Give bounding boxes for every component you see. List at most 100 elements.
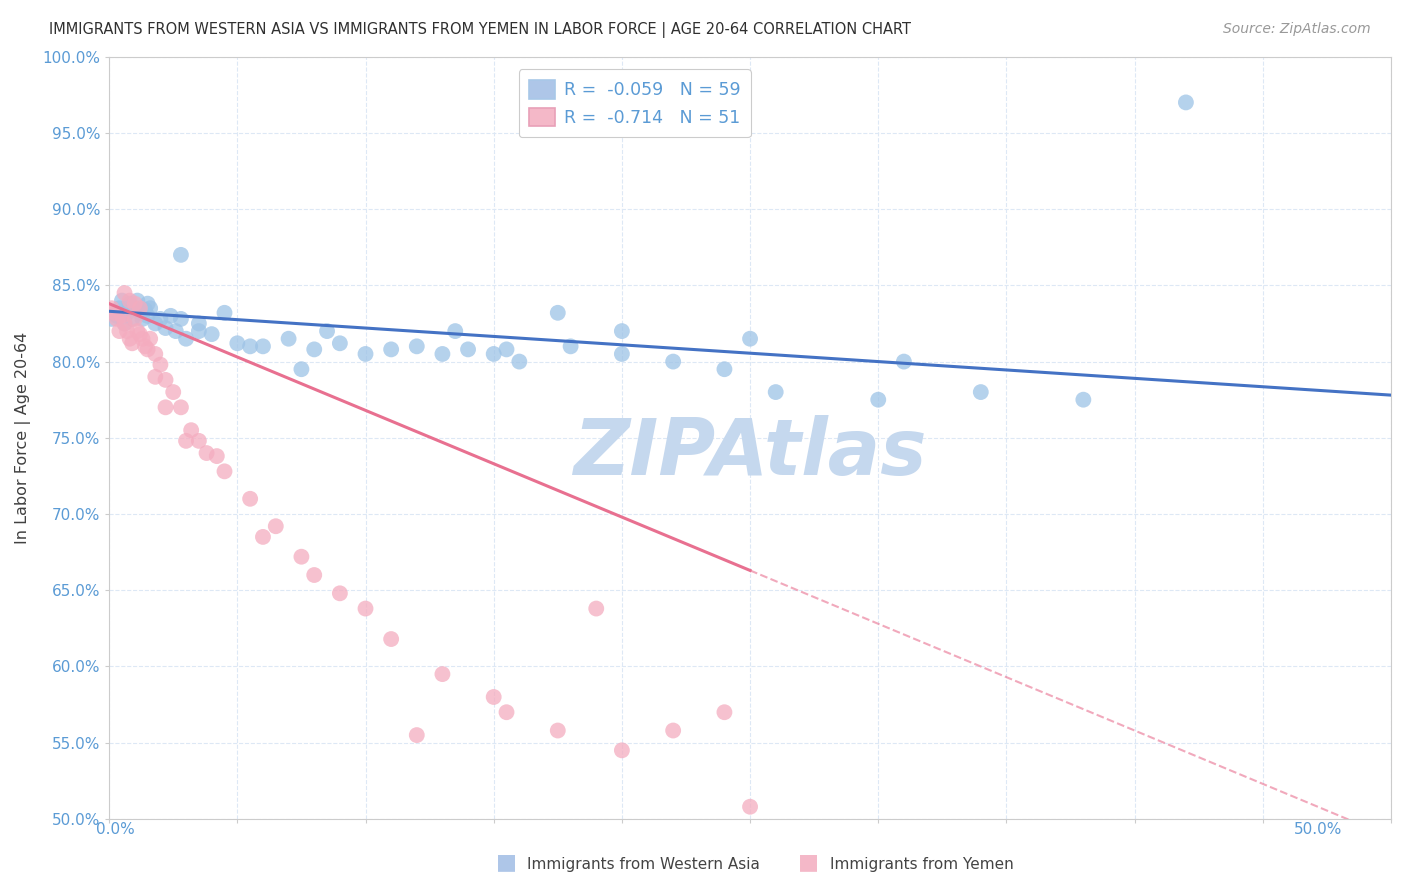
Point: [239, 491, 262, 506]
Point: [131, 332, 153, 346]
Point: [124, 301, 146, 316]
Point: [165, 324, 187, 338]
Point: [495, 343, 517, 357]
Point: [174, 434, 197, 448]
Point: [432, 667, 454, 681]
Point: [187, 434, 209, 448]
Point: [131, 312, 153, 326]
Point: [121, 336, 143, 351]
Point: [610, 347, 633, 361]
Legend: R =  -0.059   N = 59, R =  -0.714   N = 51: R = -0.059 N = 59, R = -0.714 N = 51: [519, 70, 751, 137]
Point: [115, 306, 138, 320]
Point: [121, 312, 143, 326]
Point: [662, 354, 685, 368]
Point: [264, 519, 287, 533]
Point: [127, 293, 149, 308]
Point: [214, 464, 236, 478]
Point: [610, 743, 633, 757]
Point: [713, 705, 735, 719]
Point: [100, 312, 122, 326]
Point: [111, 309, 134, 323]
Point: [354, 347, 377, 361]
Point: [1073, 392, 1095, 407]
Point: [155, 401, 177, 415]
Point: [118, 296, 141, 310]
Point: [129, 306, 152, 320]
Point: [380, 632, 402, 646]
Point: [482, 690, 505, 704]
Point: [765, 385, 787, 400]
Point: [118, 332, 141, 346]
Point: [495, 705, 517, 719]
Point: [547, 723, 569, 738]
Point: [290, 549, 312, 564]
Text: IMMIGRANTS FROM WESTERN ASIA VS IMMIGRANTS FROM YEMEN IN LABOR FORCE | AGE 20-64: IMMIGRANTS FROM WESTERN ASIA VS IMMIGRAN…: [49, 22, 911, 38]
Point: [329, 336, 352, 351]
Point: [187, 317, 209, 331]
Point: [226, 336, 249, 351]
Point: [405, 339, 427, 353]
Point: [277, 332, 299, 346]
Point: [610, 324, 633, 338]
Point: [136, 343, 159, 357]
Point: [329, 586, 352, 600]
Point: [111, 293, 134, 308]
Point: [174, 332, 197, 346]
Point: [118, 293, 141, 308]
Point: [508, 354, 530, 368]
Text: ■: ■: [496, 853, 516, 872]
Text: ZIPAtlas: ZIPAtlas: [574, 415, 927, 491]
Point: [162, 385, 184, 400]
Point: [239, 339, 262, 353]
Point: [252, 339, 274, 353]
Point: [316, 324, 339, 338]
Point: [302, 568, 325, 582]
Point: [432, 347, 454, 361]
Point: [115, 324, 138, 338]
Point: [354, 601, 377, 615]
Point: [127, 324, 149, 338]
Point: [155, 321, 177, 335]
Point: [139, 301, 162, 316]
Text: 0.0%: 0.0%: [96, 822, 135, 837]
Point: [170, 248, 193, 262]
Point: [405, 728, 427, 742]
Text: ■: ■: [799, 853, 818, 872]
Point: [893, 354, 915, 368]
Point: [103, 306, 125, 320]
Point: [134, 339, 156, 353]
Point: [738, 332, 761, 346]
Point: [195, 446, 218, 460]
Point: [444, 324, 467, 338]
Text: Immigrants from Western Asia: Immigrants from Western Asia: [527, 857, 761, 872]
Point: [170, 312, 193, 326]
Point: [713, 362, 735, 376]
Text: Source: ZipAtlas.com: Source: ZipAtlas.com: [1223, 22, 1371, 37]
Point: [105, 309, 128, 323]
Point: [170, 401, 193, 415]
Y-axis label: In Labor Force | Age 20-64: In Labor Force | Age 20-64: [15, 332, 31, 544]
Point: [457, 343, 479, 357]
Point: [662, 723, 685, 738]
Point: [214, 306, 236, 320]
Point: [201, 327, 224, 342]
Point: [252, 530, 274, 544]
Point: [290, 362, 312, 376]
Point: [149, 312, 172, 326]
Point: [114, 317, 136, 331]
Point: [124, 312, 146, 326]
Point: [1174, 95, 1197, 110]
Point: [205, 449, 228, 463]
Point: [114, 285, 136, 300]
Point: [134, 302, 156, 317]
Point: [114, 317, 136, 331]
Point: [868, 392, 890, 407]
Point: [155, 373, 177, 387]
Text: Immigrants from Yemen: Immigrants from Yemen: [830, 857, 1014, 872]
Point: [143, 347, 166, 361]
Point: [159, 309, 181, 323]
Point: [129, 327, 152, 342]
Point: [136, 309, 159, 323]
Point: [108, 324, 131, 338]
Point: [103, 306, 125, 320]
